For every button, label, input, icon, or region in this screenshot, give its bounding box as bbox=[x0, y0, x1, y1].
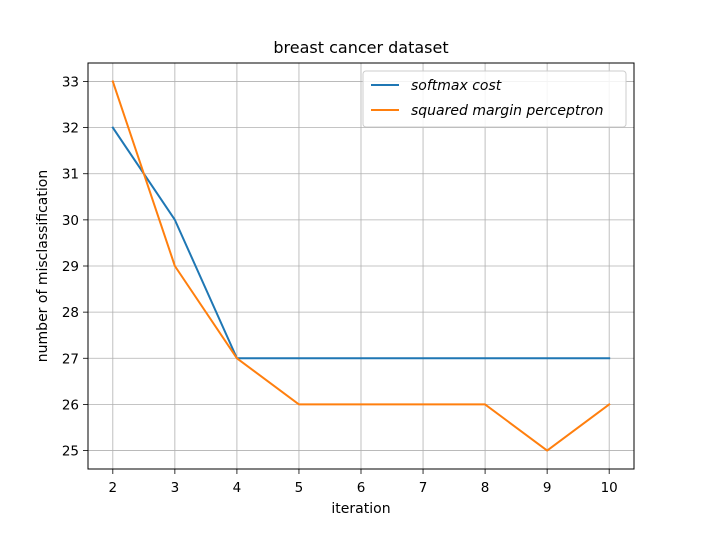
y-axis-label: number of misclassification bbox=[35, 170, 51, 362]
legend: softmax cost squared margin perceptron bbox=[362, 70, 627, 128]
x-tick-label: 8 bbox=[481, 480, 490, 496]
x-axis-label: iteration bbox=[331, 501, 390, 517]
series-line bbox=[111, 126, 611, 360]
y-tick-label: 27 bbox=[62, 351, 79, 367]
y-tick-label: 25 bbox=[62, 444, 79, 460]
x-tick-label: 10 bbox=[601, 480, 618, 496]
y-tick-label: 29 bbox=[62, 259, 79, 275]
legend-label: softmax cost bbox=[411, 78, 502, 94]
series-line bbox=[111, 80, 611, 452]
x-tick-label: 3 bbox=[171, 480, 180, 496]
ticks: 2 3 4 5 6 7 8 9 10 25 26 27 28 29 30 31 32 33 bbox=[62, 74, 618, 496]
x-tick-label: 5 bbox=[295, 480, 304, 496]
series-lines bbox=[111, 80, 611, 452]
y-tick-label: 26 bbox=[62, 397, 79, 413]
x-tick-label: 4 bbox=[233, 480, 242, 496]
x-tick-label: 6 bbox=[357, 480, 366, 496]
legend-box bbox=[362, 70, 627, 128]
y-tick-label: 32 bbox=[62, 121, 79, 137]
y-tick-label: 33 bbox=[62, 74, 79, 90]
x-tick-label: 2 bbox=[109, 480, 118, 496]
chart-title: breast cancer dataset bbox=[273, 38, 448, 57]
legend-label: squared margin perceptron bbox=[411, 103, 604, 119]
y-tick-label: 28 bbox=[62, 305, 79, 321]
x-tick-label: 9 bbox=[543, 480, 552, 496]
y-tick-label: 31 bbox=[62, 167, 79, 183]
y-tick-label: 30 bbox=[62, 213, 79, 229]
x-tick-label: 7 bbox=[419, 480, 428, 496]
